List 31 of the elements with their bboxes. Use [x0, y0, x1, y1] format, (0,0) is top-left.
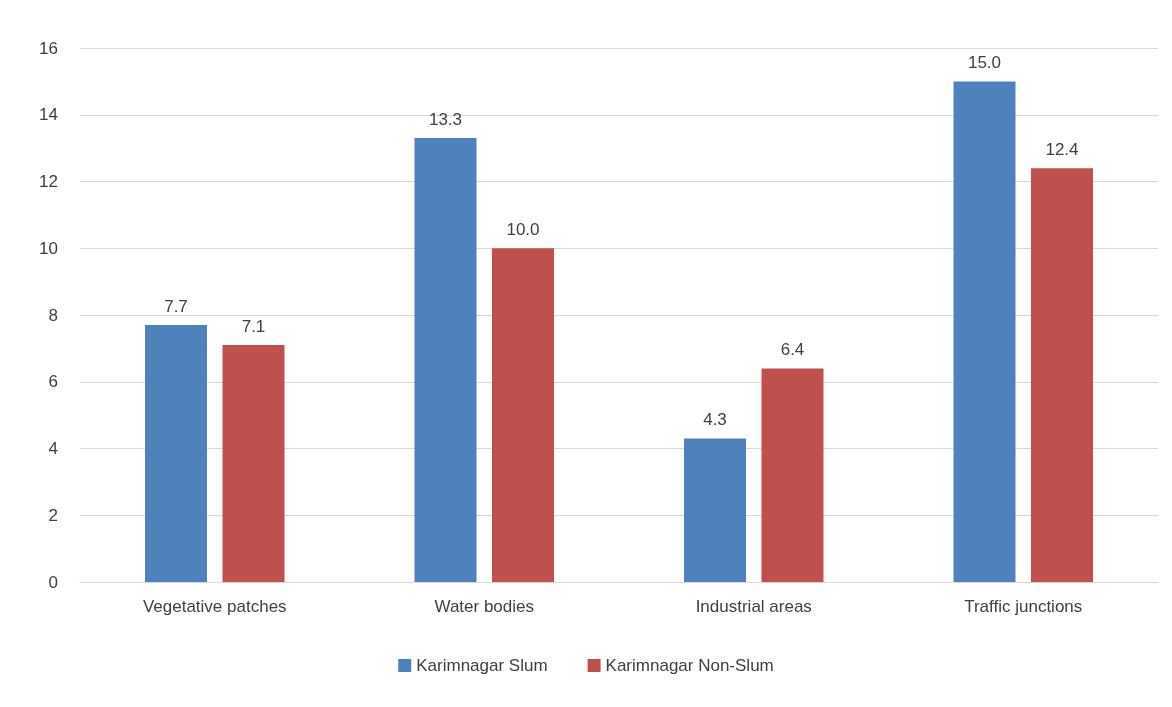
y-tick-label: 12	[39, 172, 58, 191]
data-label: 6.4	[780, 340, 805, 360]
legend-label: Karimnagar Non-Slum	[605, 656, 774, 675]
y-tick-label: 16	[39, 38, 58, 58]
bar	[953, 81, 1016, 582]
data-label: 7.7	[164, 297, 188, 317]
data-label: 12.4	[1045, 140, 1079, 160]
y-tick-label: 6	[48, 372, 58, 392]
bar	[222, 345, 285, 582]
y-tick-label: 0	[48, 572, 58, 592]
data-label: 4.3	[703, 410, 727, 430]
y-tick-label: 8	[48, 305, 58, 325]
y-tick-label: 2	[48, 505, 58, 525]
y-tick-label: 14	[39, 105, 58, 125]
x-tick-label: Traffic junctions	[964, 597, 1083, 616]
bar	[761, 368, 824, 582]
bar	[492, 248, 554, 582]
data-label: 13.3	[428, 110, 463, 130]
data-label: 15.0	[967, 53, 1002, 73]
x-tick-label: Industrial areas	[695, 597, 812, 616]
bar	[684, 438, 746, 582]
x-tick-label: Water bodies	[434, 597, 535, 616]
legend-label: Karimnagar Slum	[416, 656, 548, 675]
bar	[414, 138, 477, 582]
bar	[145, 325, 207, 582]
data-label: 10.0	[506, 220, 540, 240]
data-label: 7.1	[241, 317, 266, 337]
x-tick-label: Vegetative patches	[142, 597, 287, 616]
y-tick-label: 10	[39, 238, 58, 258]
bar	[1031, 168, 1093, 582]
y-tick-label: 4	[48, 439, 58, 458]
